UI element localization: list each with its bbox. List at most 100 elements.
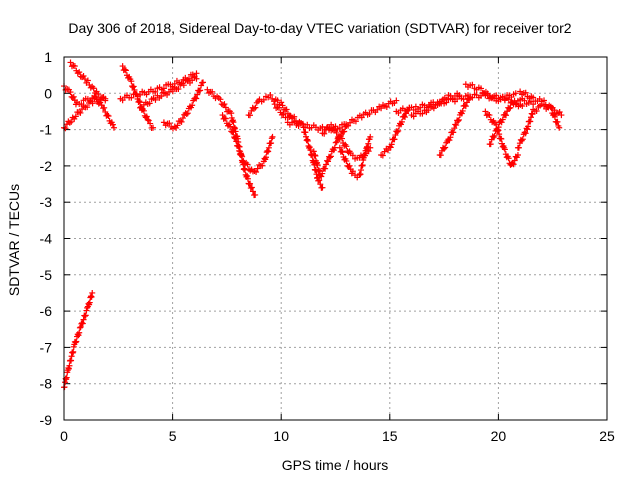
data-point bbox=[246, 112, 253, 119]
data-point bbox=[498, 119, 505, 126]
data-point bbox=[394, 128, 401, 135]
data-point bbox=[482, 108, 489, 115]
data-point bbox=[383, 104, 390, 111]
data-point bbox=[319, 123, 326, 130]
data-point bbox=[276, 104, 283, 111]
data-point bbox=[232, 134, 239, 141]
y-tick-label: -5 bbox=[40, 267, 53, 283]
data-point bbox=[379, 152, 386, 159]
data-point bbox=[447, 134, 454, 141]
y-tick-label: -4 bbox=[40, 231, 53, 247]
data-point bbox=[100, 94, 107, 101]
data-point bbox=[455, 117, 462, 124]
data-point bbox=[254, 165, 261, 172]
data-point bbox=[328, 127, 335, 134]
data-point bbox=[496, 131, 503, 138]
series-arc-16 bbox=[336, 133, 374, 181]
data-point bbox=[222, 104, 229, 111]
data-point bbox=[521, 129, 528, 136]
data-point bbox=[244, 175, 251, 182]
data-point bbox=[80, 316, 87, 323]
data-point bbox=[145, 117, 152, 124]
data-point bbox=[456, 92, 463, 99]
data-point bbox=[556, 124, 563, 131]
data-point bbox=[404, 108, 411, 115]
data-point bbox=[533, 108, 540, 115]
data-point bbox=[336, 124, 343, 131]
data-point bbox=[395, 127, 402, 134]
data-point bbox=[551, 107, 558, 114]
x-tick-label: 0 bbox=[60, 428, 68, 444]
data-point bbox=[387, 144, 394, 151]
data-point bbox=[486, 112, 493, 119]
data-point bbox=[417, 104, 424, 111]
data-point bbox=[164, 91, 171, 98]
y-tick-label: 1 bbox=[44, 49, 52, 65]
data-point bbox=[251, 105, 258, 112]
data-point bbox=[84, 77, 91, 84]
data-point bbox=[86, 299, 93, 306]
data-point bbox=[493, 92, 500, 99]
data-point bbox=[278, 99, 285, 106]
data-point bbox=[366, 110, 373, 117]
data-point bbox=[70, 348, 77, 355]
data-point bbox=[410, 113, 417, 120]
data-point bbox=[76, 329, 83, 336]
data-point bbox=[374, 106, 381, 113]
data-point bbox=[158, 93, 165, 100]
data-point bbox=[137, 91, 144, 98]
data-point bbox=[349, 168, 356, 175]
data-point bbox=[364, 144, 371, 151]
data-point bbox=[244, 172, 251, 179]
data-point bbox=[501, 146, 508, 153]
series-arc-8 bbox=[160, 79, 207, 132]
data-point bbox=[67, 89, 74, 96]
data-point bbox=[77, 324, 84, 331]
data-point bbox=[365, 140, 372, 147]
x-tick-label: 15 bbox=[382, 428, 398, 444]
data-point bbox=[499, 116, 506, 123]
data-point bbox=[128, 94, 135, 101]
data-point bbox=[200, 79, 207, 86]
data-point bbox=[73, 338, 80, 345]
data-point bbox=[336, 144, 343, 151]
data-point bbox=[89, 289, 96, 296]
data-point bbox=[517, 88, 524, 95]
data-point bbox=[362, 150, 369, 157]
x-tick-label: 10 bbox=[273, 428, 289, 444]
data-point bbox=[283, 106, 290, 113]
data-point bbox=[441, 145, 448, 152]
data-point bbox=[318, 173, 325, 180]
data-point bbox=[460, 96, 467, 103]
data-point bbox=[252, 104, 259, 111]
data-point bbox=[402, 114, 409, 121]
data-point bbox=[70, 93, 77, 100]
data-point bbox=[398, 118, 405, 125]
data-point bbox=[198, 82, 205, 89]
data-point bbox=[558, 112, 565, 119]
data-point bbox=[541, 97, 548, 104]
data-point bbox=[259, 162, 266, 169]
data-point bbox=[522, 130, 529, 137]
data-point bbox=[489, 119, 496, 126]
data-point bbox=[184, 110, 191, 117]
data-point bbox=[105, 113, 112, 120]
data-point bbox=[530, 101, 537, 108]
data-point bbox=[463, 99, 470, 106]
data-point bbox=[438, 100, 445, 107]
data-point bbox=[193, 95, 200, 102]
plot-area bbox=[61, 59, 565, 391]
data-point bbox=[80, 72, 87, 79]
data-point bbox=[326, 154, 333, 161]
data-point bbox=[322, 165, 329, 172]
data-point bbox=[71, 63, 78, 70]
data-point bbox=[325, 158, 332, 165]
data-point bbox=[152, 88, 159, 95]
data-point bbox=[102, 108, 109, 115]
data-point bbox=[247, 180, 254, 187]
data-point bbox=[204, 86, 211, 93]
data-point bbox=[358, 114, 365, 121]
data-point bbox=[84, 304, 91, 311]
data-point bbox=[339, 135, 346, 142]
y-tick-label: -7 bbox=[40, 339, 53, 355]
